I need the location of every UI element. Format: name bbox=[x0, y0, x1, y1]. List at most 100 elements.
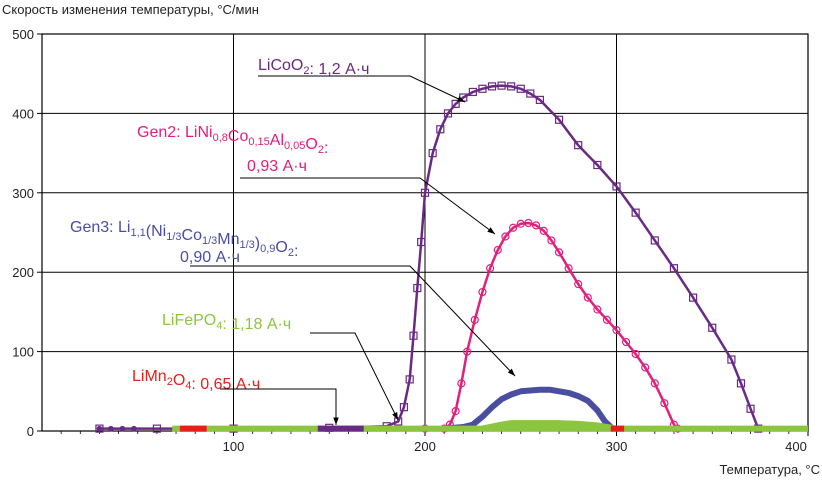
leader-line-limn2o4 bbox=[220, 388, 337, 425]
data-point-licoo2 bbox=[436, 125, 445, 134]
annotation-gen3: Gen3: Li1,1(Ni1/3Co1/3Mn1/3)0,9O2: bbox=[70, 219, 298, 260]
data-point-licoo2 bbox=[487, 82, 497, 91]
annotation-gen2: Gen2: LiNi0,8Co0,15Al0,05O2: bbox=[137, 124, 328, 157]
data-point-gen2 bbox=[621, 337, 631, 347]
series-gen3-line bbox=[443, 386, 615, 432]
annotation-gen3-capacity: 0,90 А·ч bbox=[180, 249, 240, 266]
x-axis-label: Температура, °С bbox=[719, 462, 820, 477]
data-point-licoo2-low bbox=[108, 425, 114, 432]
data-point-licoo2 bbox=[727, 355, 736, 364]
data-point-licoo2 bbox=[736, 379, 746, 388]
data-point-licoo2 bbox=[478, 84, 487, 93]
data-point-licoo2 bbox=[428, 149, 437, 158]
data-point-licoo2 bbox=[152, 424, 161, 433]
leader-line-gen3 bbox=[190, 265, 516, 377]
series-lifepo4-bump bbox=[481, 420, 617, 432]
data-point-gen2 bbox=[554, 248, 564, 257]
data-point-licoo2 bbox=[669, 264, 679, 273]
data-point-licoo2 bbox=[405, 375, 414, 384]
data-point-gen2 bbox=[547, 236, 556, 245]
tick-label-x: 300 bbox=[606, 439, 628, 454]
data-point-gen2 bbox=[478, 287, 487, 297]
leader-line-licoo2 bbox=[258, 75, 466, 103]
data-point-gen2 bbox=[564, 264, 573, 273]
data-point-gen2 bbox=[583, 293, 592, 302]
data-point-gen2 bbox=[660, 399, 669, 408]
data-point-licoo2 bbox=[394, 417, 403, 426]
data-point-gen2 bbox=[457, 379, 466, 388]
data-point-licoo2 bbox=[631, 208, 640, 217]
tick-labels: 0 100 200 300 400 500 100 200 300 400 bbox=[12, 27, 807, 454]
data-point-licoo2 bbox=[746, 404, 755, 413]
data-point-licoo2 bbox=[516, 84, 525, 93]
data-point-gen2 bbox=[539, 226, 548, 236]
data-point-licoo2 bbox=[468, 87, 477, 97]
data-point-gen2 bbox=[574, 280, 583, 289]
leader-line-gen2 bbox=[240, 177, 496, 235]
data-point-licoo2 bbox=[420, 188, 430, 197]
data-point-gen2 bbox=[470, 315, 479, 324]
data-point-licoo2 bbox=[409, 331, 418, 340]
data-point-licoo2 bbox=[443, 109, 453, 118]
data-point-licoo2 bbox=[399, 403, 409, 412]
tick-label-y: 200 bbox=[12, 265, 34, 280]
tick-label-x: 100 bbox=[223, 439, 245, 454]
data-point-gen2 bbox=[524, 218, 533, 228]
data-point-licoo2 bbox=[526, 89, 535, 98]
tick-label-y: 500 bbox=[12, 27, 34, 42]
data-point-licoo2 bbox=[535, 95, 545, 105]
annotation-lifepo4: LiFePO4: 1,18 А·ч bbox=[162, 312, 291, 333]
leader-arrow-lifepo4 bbox=[392, 412, 398, 420]
data-point-gen2 bbox=[463, 347, 472, 356]
data-point-licoo2 bbox=[417, 237, 426, 247]
data-point-gen2 bbox=[602, 315, 612, 324]
data-point-gen2 bbox=[486, 264, 495, 273]
data-point-gen2 bbox=[493, 245, 502, 255]
series-gen2-line bbox=[425, 221, 679, 430]
data-point-licoo2 bbox=[95, 424, 104, 433]
data-point-gen2 bbox=[501, 232, 510, 241]
leader-arrow-gen2 bbox=[487, 227, 495, 234]
annotation-licoo2: LiCoO2: 1,2 А·ч bbox=[258, 57, 369, 78]
data-point-gen2 bbox=[531, 221, 541, 230]
leader-arrow-licoo2 bbox=[457, 96, 465, 102]
data-point-gen2 bbox=[593, 305, 602, 314]
tick-label-y: 300 bbox=[12, 186, 34, 201]
tick-label-y: 100 bbox=[12, 345, 34, 360]
y-axis-label: Скорость изменения температуры, °С/мин bbox=[2, 2, 259, 17]
data-point-licoo2 bbox=[650, 236, 659, 245]
leader-arrow-limn2o4 bbox=[333, 417, 339, 425]
data-point-licoo2 bbox=[497, 81, 506, 90]
tick-label-y: 0 bbox=[27, 424, 34, 439]
data-point-gen2 bbox=[641, 363, 650, 372]
data-point-licoo2 bbox=[507, 82, 516, 91]
data-point-gen2 bbox=[612, 326, 621, 335]
data-point-licoo2 bbox=[593, 160, 602, 170]
leader-line-lifepo4 bbox=[310, 332, 399, 421]
data-point-licoo2 bbox=[612, 182, 621, 191]
leader-arrow-gen3 bbox=[507, 368, 515, 376]
series-group bbox=[95, 81, 808, 433]
data-point-licoo2 bbox=[451, 99, 460, 108]
data-point-licoo2-low bbox=[119, 425, 126, 432]
data-point-gen2 bbox=[516, 219, 525, 228]
data-point-gen2 bbox=[451, 407, 460, 416]
annotations-group: LiCoO2: 1,2 А·ч Gen2: LiNi0,8Co0,15Al0,05… bbox=[70, 57, 516, 425]
data-point-gen2 bbox=[508, 223, 518, 232]
data-point-licoo2 bbox=[574, 141, 583, 150]
data-point-licoo2 bbox=[688, 293, 698, 302]
data-point-licoo2 bbox=[708, 323, 717, 332]
data-point-gen2 bbox=[650, 379, 659, 388]
data-point-gen2 bbox=[631, 349, 640, 359]
annotation-gen2-capacity: 0,93 А·ч bbox=[247, 158, 307, 175]
data-point-licoo2-low bbox=[131, 425, 137, 432]
data-point-licoo2 bbox=[413, 283, 422, 293]
data-point-licoo2-low bbox=[96, 425, 103, 432]
tick-label-x: 200 bbox=[414, 439, 436, 454]
annotation-limn2o4: LiMn2O4: 0,65 А·ч bbox=[132, 368, 260, 393]
tick-label-y: 400 bbox=[12, 106, 34, 121]
data-point-licoo2 bbox=[554, 115, 564, 124]
series-licoo2-line bbox=[99, 84, 760, 430]
tick-label-x: 400 bbox=[785, 439, 807, 454]
